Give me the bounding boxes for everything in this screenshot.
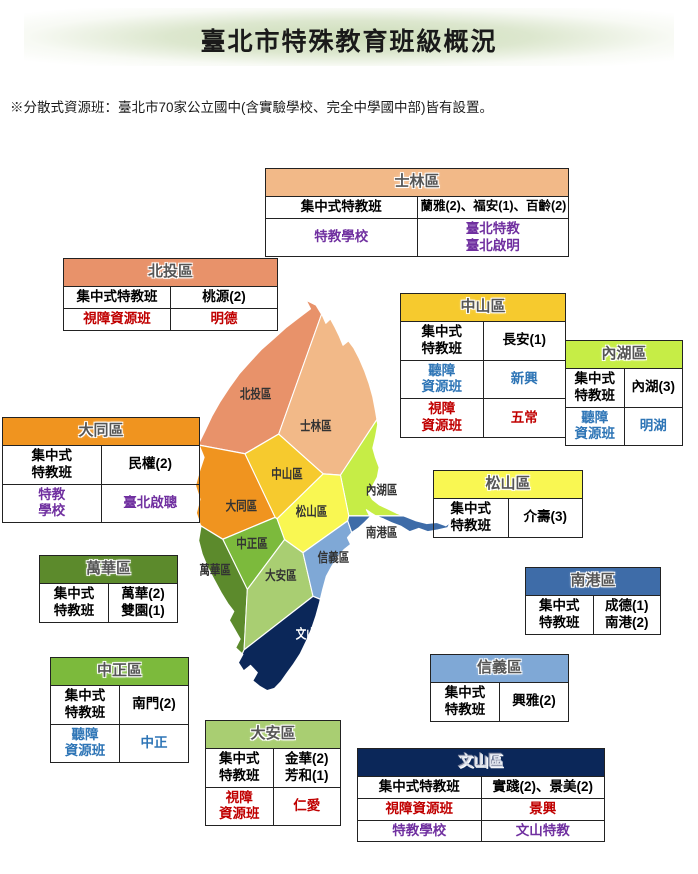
svg-text:萬華區: 萬華區 bbox=[199, 563, 231, 578]
svg-text:士林區: 士林區 bbox=[300, 418, 332, 433]
svg-text:大同區: 大同區 bbox=[226, 498, 258, 513]
svg-text:中山區: 中山區 bbox=[271, 466, 303, 481]
svg-text:大安區: 大安區 bbox=[265, 568, 297, 583]
svg-text:中正區: 中正區 bbox=[236, 536, 268, 551]
svg-text:信義區: 信義區 bbox=[318, 550, 350, 565]
svg-text:南港區: 南港區 bbox=[366, 525, 398, 540]
svg-text:北投區: 北投區 bbox=[240, 386, 272, 401]
svg-text:松山區: 松山區 bbox=[296, 504, 328, 519]
svg-text:內湖區: 內湖區 bbox=[366, 482, 398, 497]
svg-text:文山區: 文山區 bbox=[296, 627, 328, 642]
